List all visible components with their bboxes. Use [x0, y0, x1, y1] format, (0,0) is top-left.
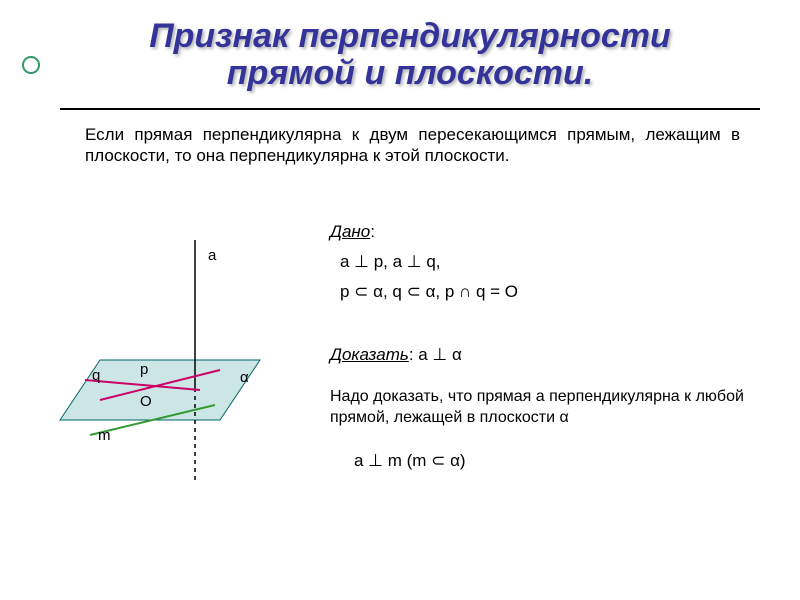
- prove-label: Доказать: [330, 345, 409, 364]
- given-label: Дано: [330, 222, 370, 241]
- label-a: a: [208, 247, 217, 264]
- geometry-diagram: a α p q O m: [40, 240, 300, 500]
- label-m: m: [98, 427, 111, 444]
- prove-block: Доказать: a ⊥ α: [330, 343, 760, 367]
- title-line-1: Признак перпендикулярности: [60, 18, 760, 55]
- plane-alpha: [60, 360, 260, 420]
- label-O: O: [140, 393, 152, 410]
- slide-bullet-ring: [22, 56, 40, 74]
- final-statement: a ⊥ m (m ⊂ α): [354, 449, 760, 473]
- given-block: Дано: a ⊥ p, a ⊥ q, p ⊂ α, q ⊂ α, p ∩ q …: [330, 220, 760, 303]
- label-p: p: [140, 361, 148, 378]
- proof-column: Дано: a ⊥ p, a ⊥ q, p ⊂ α, q ⊂ α, p ∩ q …: [330, 220, 760, 473]
- slide-title: Признак перпендикулярности прямой и плос…: [60, 18, 760, 93]
- given-colon: :: [370, 222, 375, 241]
- label-q: q: [92, 367, 100, 384]
- title-line-2: прямой и плоскости.: [60, 55, 760, 92]
- given-line-2: p ⊂ α, q ⊂ α, p ∩ q = O: [340, 280, 760, 304]
- note-block: Надо доказать, что прямая a перпендикуля…: [330, 387, 760, 429]
- given-line-1: a ⊥ p, a ⊥ q,: [340, 250, 760, 274]
- theorem-text: Если прямая перпендикулярна к двум перес…: [85, 124, 740, 167]
- title-underline: [60, 108, 760, 110]
- label-alpha: α: [240, 369, 249, 386]
- prove-text: : a ⊥ α: [409, 345, 462, 364]
